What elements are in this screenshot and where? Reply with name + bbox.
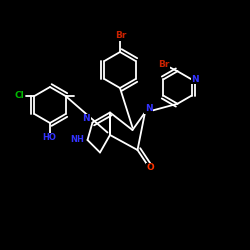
Text: NH: NH [70, 136, 85, 144]
Text: N: N [82, 114, 90, 123]
Text: N: N [145, 104, 152, 113]
Text: Br: Br [116, 31, 127, 40]
Text: N: N [192, 75, 199, 84]
Text: HO: HO [42, 134, 56, 142]
Text: O: O [146, 163, 154, 172]
Text: Cl: Cl [14, 92, 24, 100]
Text: Br: Br [158, 60, 170, 70]
